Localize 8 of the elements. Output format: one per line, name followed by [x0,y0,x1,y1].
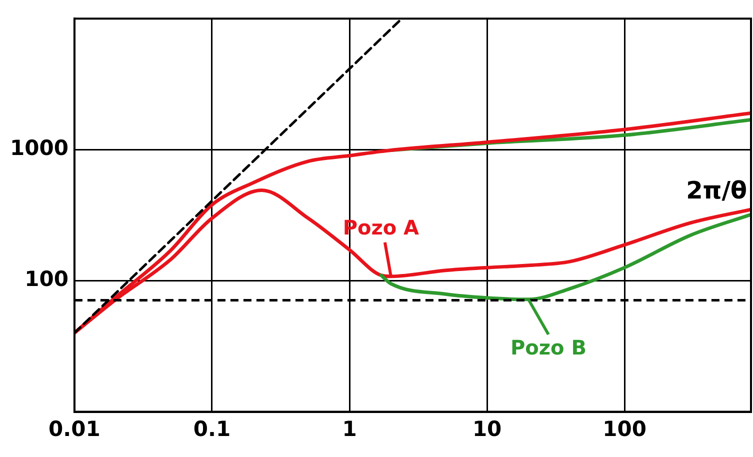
x-tick-label: 0.01 [48,416,100,441]
x-tick-label: 10 [472,416,502,441]
x-tick-label: 0.1 [193,416,231,441]
x-tick-label: 100 [602,416,647,441]
legend-label: Pozo B [510,335,586,360]
y-tick-label: 1000 [10,136,68,160]
annotation: 2π/θ [686,176,747,205]
x-tick-label: 1 [342,416,357,441]
